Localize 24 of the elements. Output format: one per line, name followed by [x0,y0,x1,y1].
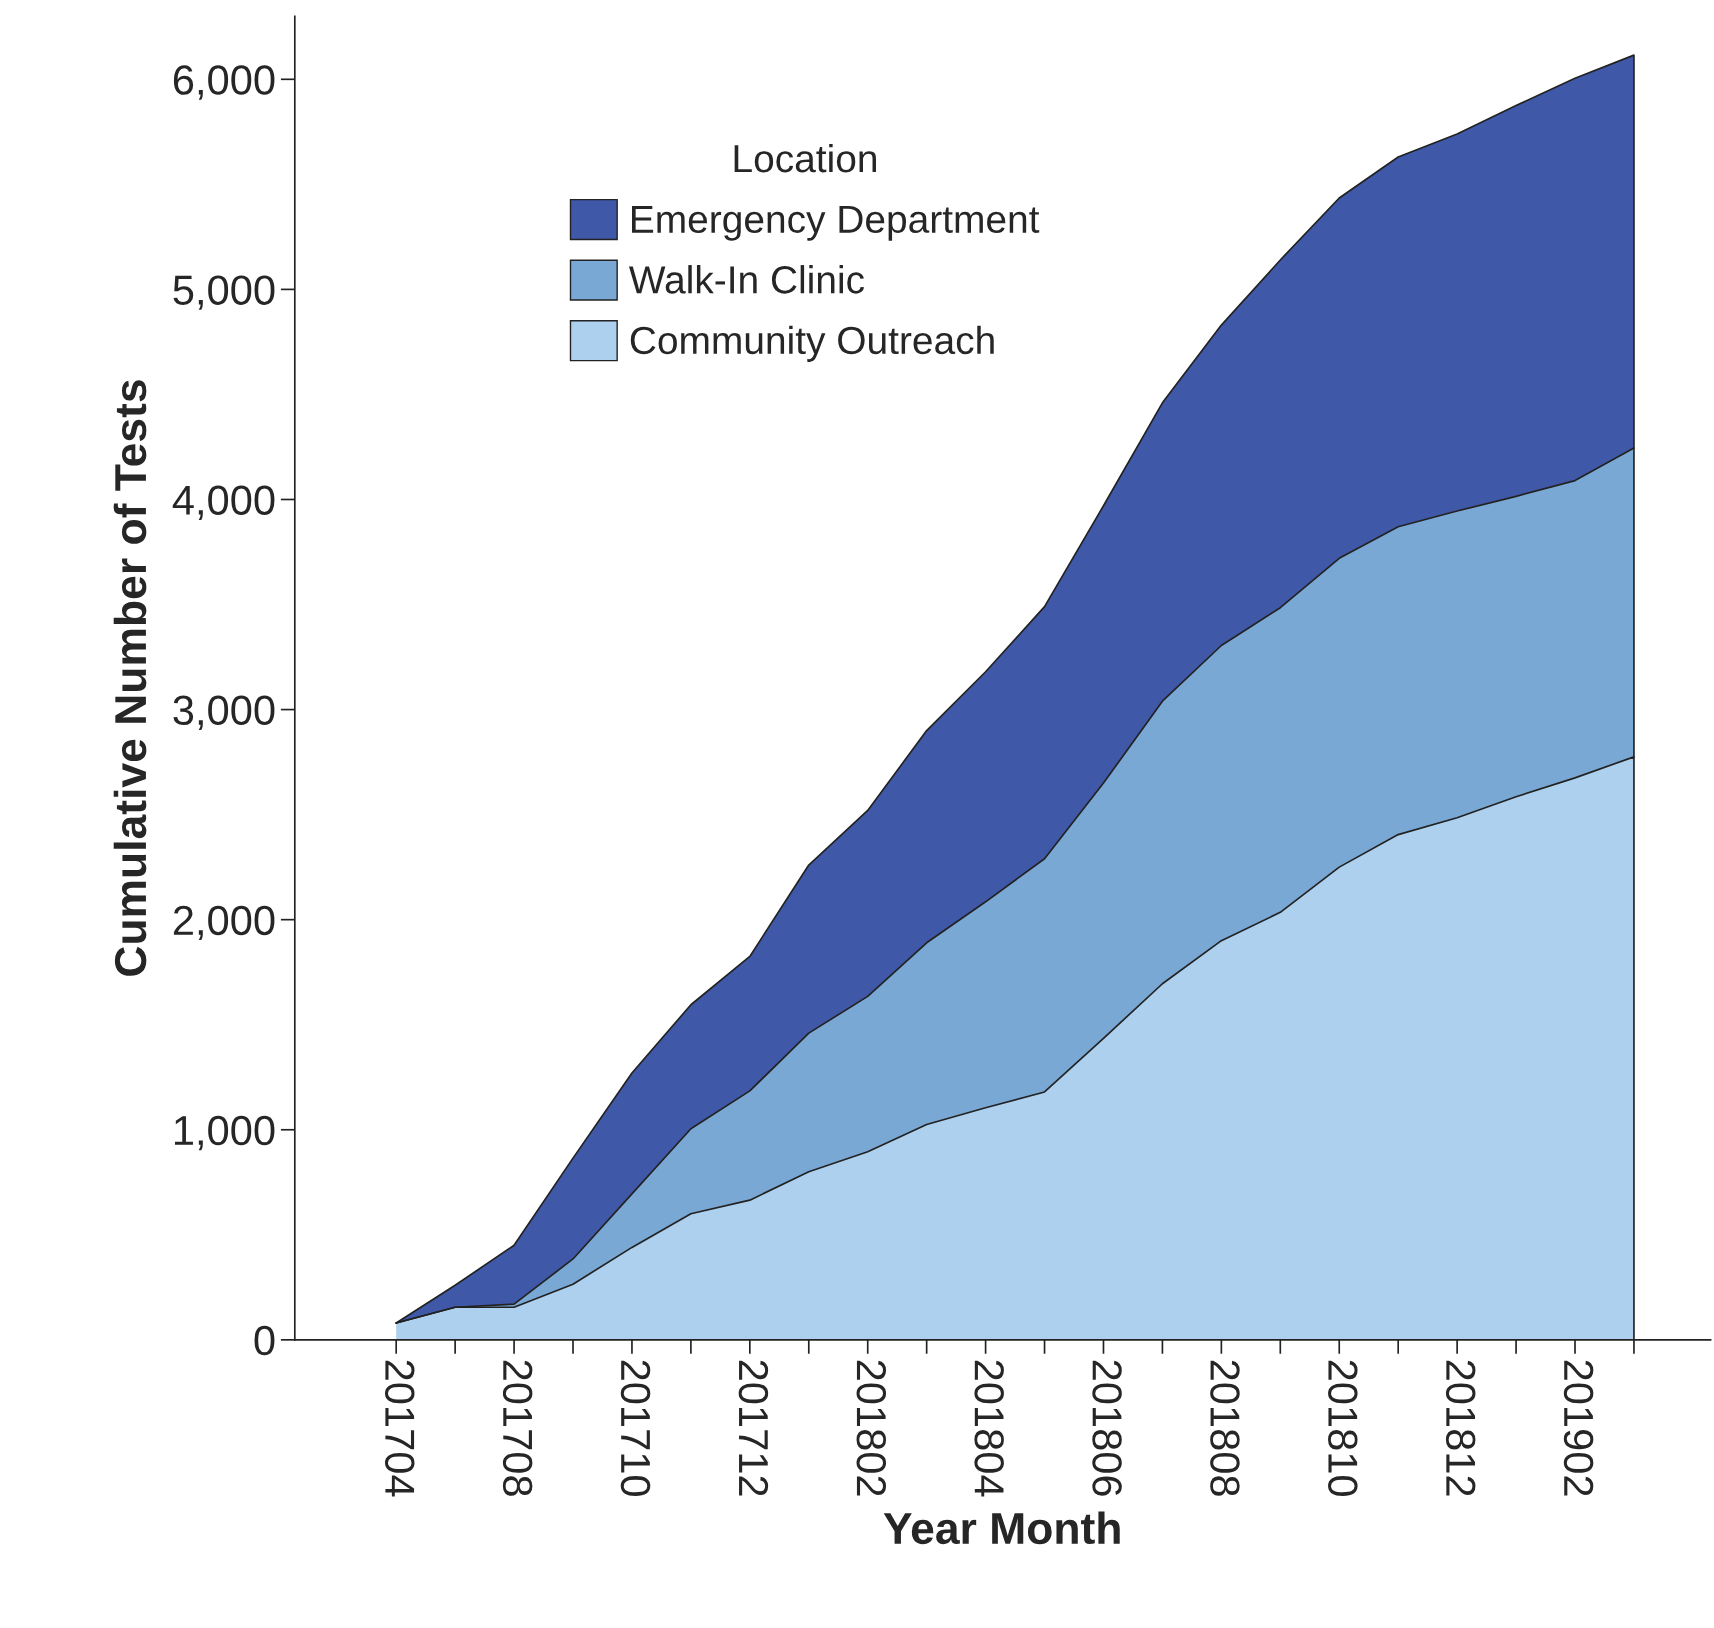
y-tick-label: 2,000 [173,905,275,941]
x-tick-label: 201708 [502,1360,533,1496]
legend-label: Community Outreach [630,325,994,362]
x-tick-label: 201710 [620,1360,651,1496]
x-tick-label: 201902 [1563,1360,1594,1496]
x-tick-label: 201712 [738,1360,769,1496]
y-tick-label: 6,000 [173,65,275,100]
x-axis-title: Year Month [883,1511,1120,1545]
x-tick-label: 201704 [385,1360,415,1497]
y-tick-label: 1,000 [174,1115,275,1151]
x-tick-label: 201806 [1092,1360,1122,1496]
y-tick-label: 4,000 [172,485,275,520]
y-tick-label: 5,000 [173,275,275,310]
legend-title: Location [734,143,876,173]
x-tick-label: 201808 [1210,1360,1240,1496]
y-axis-title: Cumulative Number of Tests [113,380,147,976]
y-tick-label: 3,000 [173,695,275,731]
x-tick-label: 201810 [1328,1360,1358,1496]
legend-label: Walk-In Clinic [628,265,865,294]
x-tick-label: 201812 [1445,1360,1476,1496]
y-tick-label: 0 [254,1325,275,1356]
x-tick-label: 201802 [856,1360,887,1496]
x-tick-label: 201804 [974,1360,1004,1497]
legend-label: Emergency Department [632,205,1040,241]
